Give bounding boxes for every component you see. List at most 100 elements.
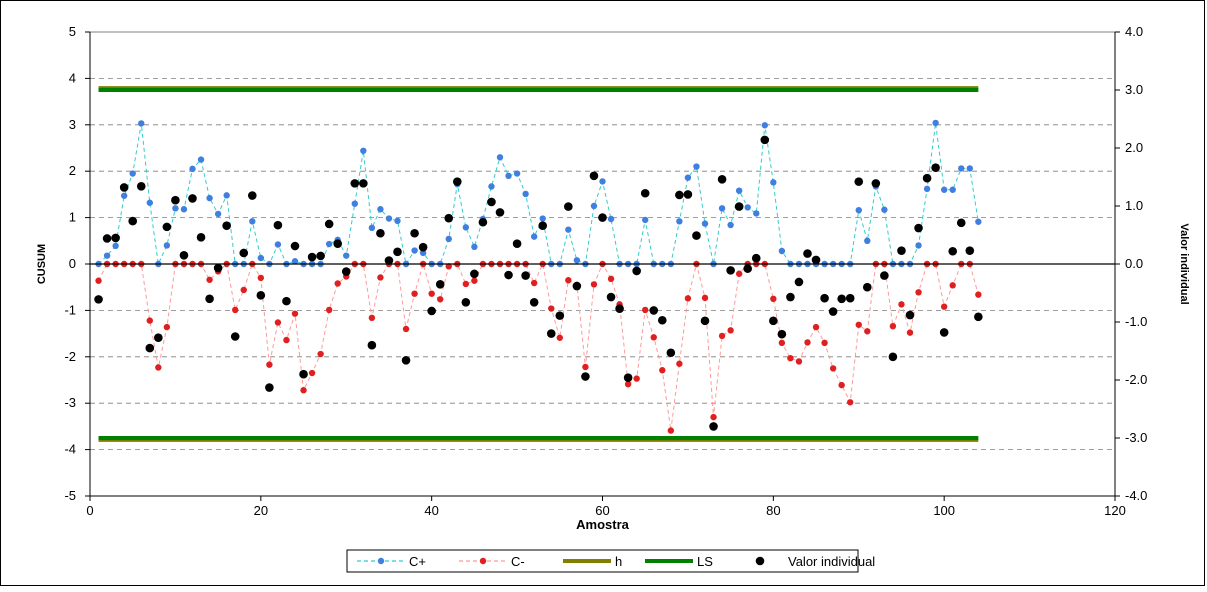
point-valor-individual [239, 248, 249, 258]
point-cplus [197, 156, 205, 163]
point-cminus [257, 274, 265, 282]
point-cplus [590, 202, 598, 210]
point-cminus [770, 295, 777, 302]
point-valor-individual [956, 218, 966, 228]
point-valor-individual [478, 217, 488, 227]
point-cplus [761, 122, 768, 129]
point-valor-individual [811, 255, 821, 265]
point-cminus [667, 427, 675, 434]
point-cminus [829, 365, 837, 372]
point-cplus [522, 190, 529, 198]
point-valor-individual [111, 233, 120, 243]
point-valor-individual [675, 190, 684, 200]
point-cplus [377, 206, 384, 213]
point-cplus [172, 205, 179, 212]
point-valor-individual [119, 183, 129, 192]
point-valor-individual [427, 306, 436, 316]
point-cminus [274, 319, 282, 326]
point-valor-individual [640, 188, 650, 198]
point-valor-individual [709, 422, 718, 431]
point-valor-individual [726, 266, 735, 275]
point-valor-individual [299, 369, 308, 379]
point-valor-individual [564, 202, 573, 211]
legend: C+ C-h LS Valor individual [346, 549, 875, 573]
point-valor-individual [820, 293, 829, 303]
y2-tick-label: 3.0 [1125, 82, 1143, 97]
point-cplus [607, 215, 615, 223]
point-cminus [642, 306, 649, 314]
point-valor-individual [786, 292, 795, 302]
point-valor-individual [145, 343, 155, 353]
point-valor-individual [965, 246, 975, 255]
point-cplus [770, 179, 777, 186]
y-tick-label: 0 [69, 256, 76, 271]
point-cplus [735, 187, 743, 194]
point-cplus [573, 257, 581, 264]
point-cplus [163, 242, 171, 249]
limit-lines [98, 86, 979, 442]
point-valor-individual [931, 163, 940, 173]
point-cminus [710, 413, 717, 421]
point-cplus [138, 120, 145, 127]
point-cplus [727, 221, 734, 229]
point-cminus [778, 339, 786, 347]
y2-axis-title: Valor individual [1178, 223, 1190, 304]
point-valor-individual [213, 263, 223, 273]
point-cminus [795, 358, 803, 365]
legend-label-cminus: C- [511, 554, 525, 569]
point-cplus [351, 200, 358, 207]
point-cplus [360, 147, 367, 154]
point-valor-individual [845, 293, 855, 303]
point-valor-individual [751, 253, 761, 263]
point-valor-individual [290, 241, 300, 251]
point-cplus [881, 206, 888, 213]
point-cplus [966, 165, 973, 172]
point-cplus [274, 241, 282, 248]
point-valor-individual [452, 177, 462, 186]
point-cminus [906, 329, 914, 336]
point-valor-individual [880, 271, 889, 280]
point-valor-individual [128, 216, 138, 226]
axes: -5 -4 -3 -2 -1 0 1 2 3 4 5 -4.0 -3.0 -2.0 -1.0 0.0 1.0 2.… [36, 24, 1190, 532]
point-cplus [676, 218, 683, 225]
x-tick-label: 120 [1104, 503, 1126, 518]
point-cminus [325, 306, 333, 314]
y-tick-label: 2 [69, 163, 76, 178]
point-valor-individual [700, 316, 710, 326]
point-cplus [129, 170, 136, 177]
point-valor-individual [777, 329, 787, 339]
point-valor-individual [179, 251, 189, 260]
point-cplus [958, 165, 965, 172]
y2-tick-label: -1.0 [1125, 314, 1147, 329]
point-valor-individual [598, 213, 607, 222]
point-cplus [940, 186, 948, 193]
point-cplus [112, 242, 119, 250]
point-cplus [146, 199, 153, 206]
point-valor-individual [862, 282, 872, 292]
point-valor-individual [162, 222, 172, 232]
point-cminus [787, 354, 794, 362]
point-cminus [607, 275, 615, 283]
point-cminus [915, 289, 922, 296]
point-valor-individual [316, 251, 325, 261]
point-cplus [180, 206, 188, 213]
y-tick-label: 4 [69, 70, 76, 85]
point-valor-individual [333, 239, 343, 248]
point-cplus [530, 233, 538, 240]
point-cplus [684, 174, 692, 181]
point-cminus [377, 274, 384, 281]
point-valor-individual [572, 281, 582, 291]
legend-label-valor-individual: Valor individual [788, 554, 875, 569]
point-cminus [317, 350, 324, 358]
point-cminus [847, 399, 854, 406]
point-valor-individual [401, 355, 411, 365]
point-cminus [821, 339, 828, 347]
point-valor-individual [154, 333, 163, 342]
point-cplus [462, 224, 470, 231]
point-valor-individual [615, 304, 624, 313]
point-cplus [778, 247, 786, 255]
point-valor-individual [307, 252, 317, 262]
point-cminus [411, 290, 418, 297]
point-cplus [949, 186, 956, 193]
point-valor-individual [102, 234, 112, 243]
